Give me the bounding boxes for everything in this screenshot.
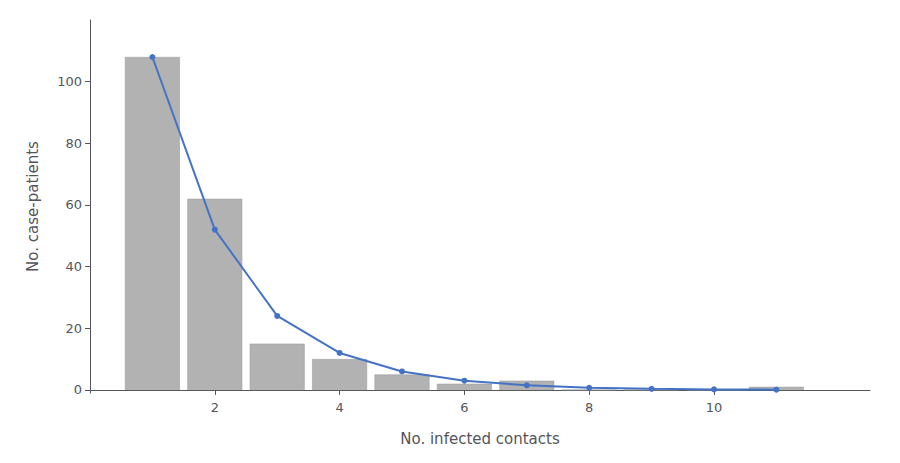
svg-text:20: 20 [65,321,82,336]
svg-text:2: 2 [211,400,219,415]
svg-text:60: 60 [65,197,82,212]
svg-text:100: 100 [57,74,82,89]
svg-text:8: 8 [585,400,593,415]
svg-text:6: 6 [460,400,468,415]
svg-text:4: 4 [335,400,343,415]
svg-text:40: 40 [65,259,82,274]
svg-text:0: 0 [74,382,82,397]
svg-text:80: 80 [65,136,82,151]
svg-text:10: 10 [706,400,723,415]
svg-text:No. infected contacts: No. infected contacts [400,430,560,448]
svg-text:No. case-patients: No. case-patients [24,141,42,272]
